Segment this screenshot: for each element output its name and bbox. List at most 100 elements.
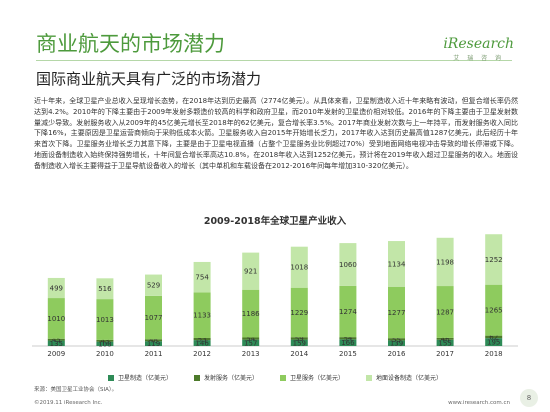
data-label: 43 (100, 337, 109, 345)
legend-item: 卫星制造（亿美元） (107, 373, 172, 382)
chart-source: 来源：美国卫星工业协会（SIA）。 (34, 387, 118, 393)
page-subtitle: 国际商业航天具有广泛的市场潜力 (36, 70, 262, 88)
data-label: 119 (147, 340, 160, 348)
bar-segment (436, 337, 454, 340)
data-label: 754 (195, 274, 209, 282)
data-label: 1018 (290, 264, 308, 272)
bar-segment (290, 246, 308, 288)
legend-swatch-ground-equipment (366, 374, 373, 381)
body-paragraph: 近十年来，全球卫星产业总收入呈现增长态势，在2018年达到历史最高（2774亿美… (34, 97, 518, 170)
bar-segment (436, 339, 454, 346)
data-label: 1265 (485, 307, 503, 315)
legend-item: 发射服务（亿美元） (193, 373, 258, 382)
data-label: 499 (50, 285, 63, 293)
x-tick-label: 2016 (388, 350, 406, 358)
bar-segment (242, 337, 260, 340)
bar-segment (193, 337, 211, 341)
legend-swatch-launch (193, 374, 200, 381)
data-label: 516 (98, 285, 112, 293)
data-label: 166 (341, 339, 355, 347)
data-label: 1133 (193, 312, 211, 320)
bar-segment (485, 284, 503, 336)
data-label: 159 (293, 339, 306, 347)
legend-swatch-services (280, 374, 286, 381)
bar-segment (339, 243, 357, 286)
iresearch-logo: iResearch 艾 瑞 咨 询 (443, 36, 514, 62)
bar-segment (485, 234, 503, 285)
bar-segment (47, 340, 65, 346)
bar-segment (242, 339, 260, 346)
bar-segment (388, 338, 405, 341)
bar-segment (47, 298, 65, 339)
bar-segment (96, 278, 114, 300)
bar-segment (145, 341, 162, 346)
logo-text: iResearch (443, 36, 514, 52)
data-label: 1198 (436, 258, 454, 266)
bar-segment (388, 286, 405, 339)
data-label: 139 (390, 340, 403, 348)
data-label: 1277 (388, 309, 406, 317)
bar-segment (145, 339, 162, 342)
logo-subtext: 艾 瑞 咨 询 (453, 55, 505, 62)
data-label: 108 (98, 340, 111, 348)
x-tick-label: 2014 (290, 350, 308, 358)
bar-segment (436, 286, 454, 338)
legend-label: 发射服务（亿美元） (203, 375, 258, 382)
data-label: 54 (343, 335, 352, 343)
bar-segment (339, 337, 357, 340)
data-label: 54 (246, 335, 255, 343)
bar-segment (339, 285, 357, 338)
bar-segment (145, 274, 162, 296)
chart-title: 2009-2018年全球卫星产业收入 (203, 216, 347, 227)
bar-segment (485, 338, 503, 346)
x-tick-label: 2012 (193, 350, 211, 358)
data-label: 1287 (436, 308, 454, 316)
bar-segment (290, 339, 308, 346)
data-label: 529 (147, 282, 160, 290)
bar-segment (388, 241, 405, 287)
chart-legend: 卫星制造（亿美元） 发射服务（亿美元） 卫星服务（亿美元） 地面设备制造（亿美元… (0, 373, 550, 382)
data-label: 1274 (339, 308, 357, 316)
bar-segment (47, 338, 65, 341)
legend-label: 卫星制造（亿美元） (117, 375, 172, 382)
x-tick-label: 2009 (47, 350, 65, 358)
x-tick-label: 2018 (485, 350, 503, 358)
x-tick-label: 2011 (145, 350, 163, 358)
data-label: 1134 (388, 260, 406, 268)
data-label: 1060 (339, 261, 357, 269)
data-label: 55 (392, 336, 401, 344)
bar-segment (96, 339, 114, 342)
page-title: 商业航天的市场潜力 (36, 32, 225, 56)
legend-item: 地面设备制造（亿美元） (366, 373, 442, 382)
title-divider (36, 60, 512, 61)
x-tick-label: 2010 (96, 350, 114, 358)
bar-segment (145, 295, 162, 340)
data-label: 195 (487, 339, 500, 347)
x-tick-label: 2017 (436, 350, 454, 358)
data-label: 1252 (485, 256, 503, 264)
x-tick-label: 2015 (339, 350, 357, 358)
x-tick-label: 2013 (242, 350, 260, 358)
bar-segment (96, 341, 114, 346)
bar-segment (436, 237, 454, 287)
data-label: 46 (441, 335, 450, 343)
bar-segment (193, 340, 211, 346)
copyright-text: ©2019.11 iResearch Inc. (34, 400, 103, 406)
bar-segment (388, 340, 405, 346)
legend-label: 卫星服务（亿美元） (290, 375, 345, 382)
data-label: 48 (149, 337, 158, 345)
bar-segment (485, 335, 503, 339)
data-label: 921 (244, 268, 257, 276)
page-number: 8 (520, 389, 538, 407)
data-label: 1186 (242, 310, 260, 318)
data-label: 53 (198, 336, 207, 344)
data-label: 1077 (145, 314, 163, 322)
data-label: 1010 (47, 315, 65, 323)
bar-segment (193, 292, 211, 338)
bar-segment (290, 337, 308, 340)
site-url: www.iresearch.com.cn (448, 400, 510, 406)
data-label: 1229 (290, 309, 308, 317)
data-label: 146 (195, 340, 209, 348)
data-label: 59 (295, 335, 304, 343)
